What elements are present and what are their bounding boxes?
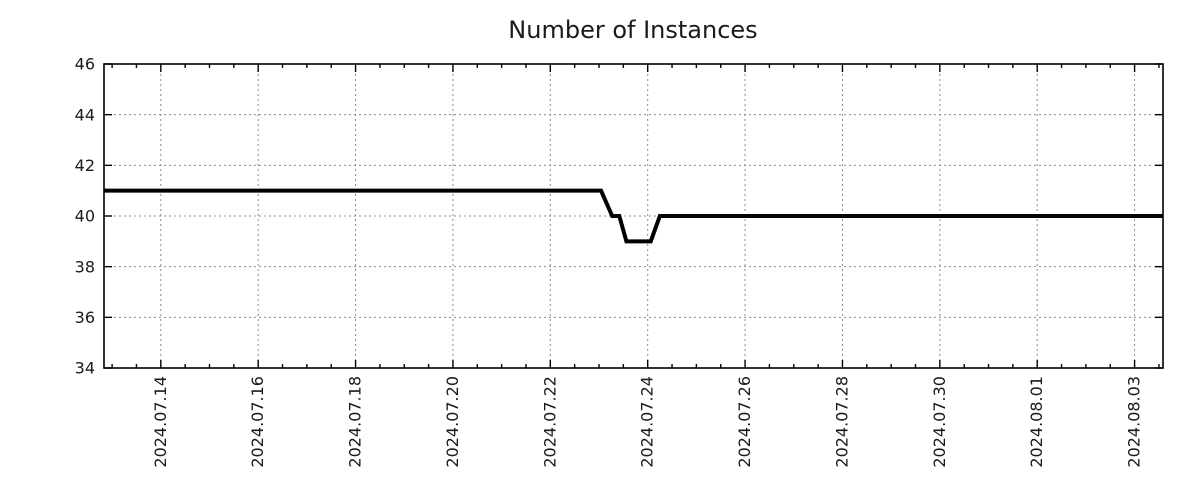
y-tick-label: 42 [75,156,95,175]
x-tick-label: 2024.07.14 [151,376,170,468]
x-tick-label: 2024.07.28 [832,376,851,468]
x-tick-label: 2024.07.26 [735,376,754,468]
axes [103,63,1164,369]
series [104,188,1163,244]
y-tick-label: 36 [75,308,95,327]
x-tick-label: 2024.08.03 [1125,376,1144,468]
y-tick-label: 34 [75,359,95,378]
x-tick-label: 2024.08.01 [1027,376,1046,468]
y-tick-label: 38 [75,257,95,276]
x-tick-label: 2024.07.30 [930,376,949,468]
axis-labels: 2024.07.14 2024.07.16 2024.07.18 2024.07.20… [75,55,1144,468]
series-line-instances [104,188,1163,244]
y-tick-label: 44 [75,105,95,124]
y-tick-label: 40 [75,207,95,226]
x-tick-label: 2024.07.24 [638,376,657,468]
y-tick-label: 46 [75,55,95,74]
chart-title: Number of Instances [508,16,757,44]
x-tick-label: 2024.07.16 [248,376,267,468]
x-tick-label: 2024.07.20 [443,376,462,468]
x-tick-label: 2024.07.18 [346,376,365,468]
plot-border [103,63,1164,369]
x-tick-label: 2024.07.22 [540,376,559,468]
